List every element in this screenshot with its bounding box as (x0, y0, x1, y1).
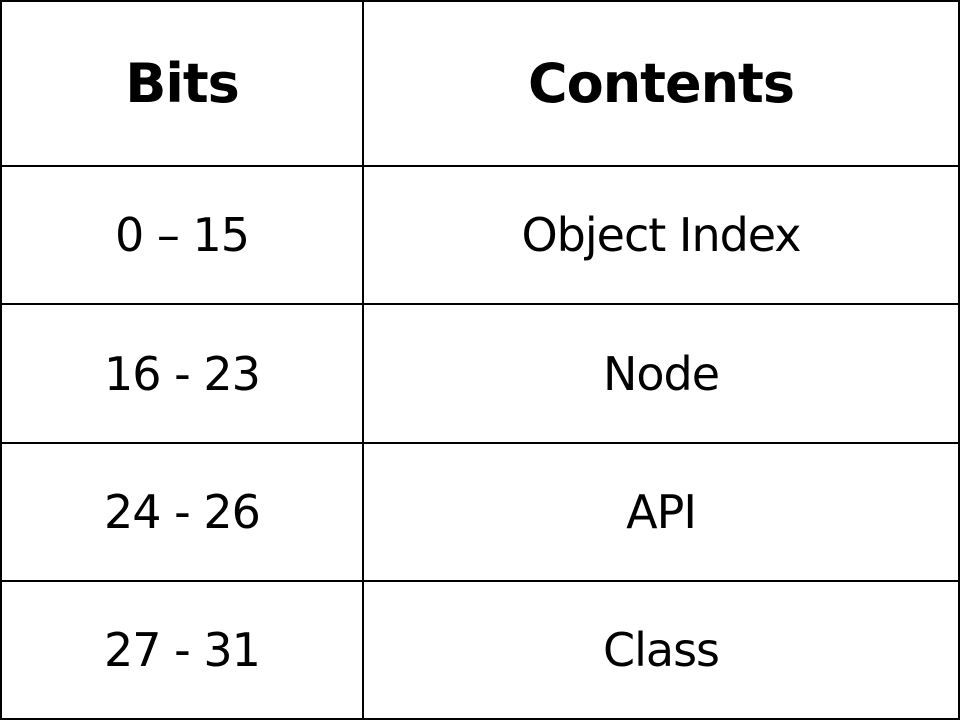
cell-contents: Class (362, 579, 960, 720)
cell-contents: API (362, 441, 960, 582)
cell-bits: 0 – 15 (0, 165, 364, 306)
cell-bits: 27 - 31 (0, 579, 364, 720)
table-row: 27 - 31 Class (0, 579, 960, 720)
cell-bits: 16 - 23 (0, 303, 364, 444)
cell-bits: 24 - 26 (0, 441, 364, 582)
header-contents: Contents (362, 0, 960, 168)
header-bits: Bits (0, 0, 364, 168)
table-row: 24 - 26 API (0, 441, 960, 582)
cell-contents: Node (362, 303, 960, 444)
table-row: 16 - 23 Node (0, 303, 960, 444)
cell-contents: Object Index (362, 165, 960, 306)
table-row: 0 – 15 Object Index (0, 165, 960, 306)
header-row: Bits Contents (0, 0, 960, 168)
